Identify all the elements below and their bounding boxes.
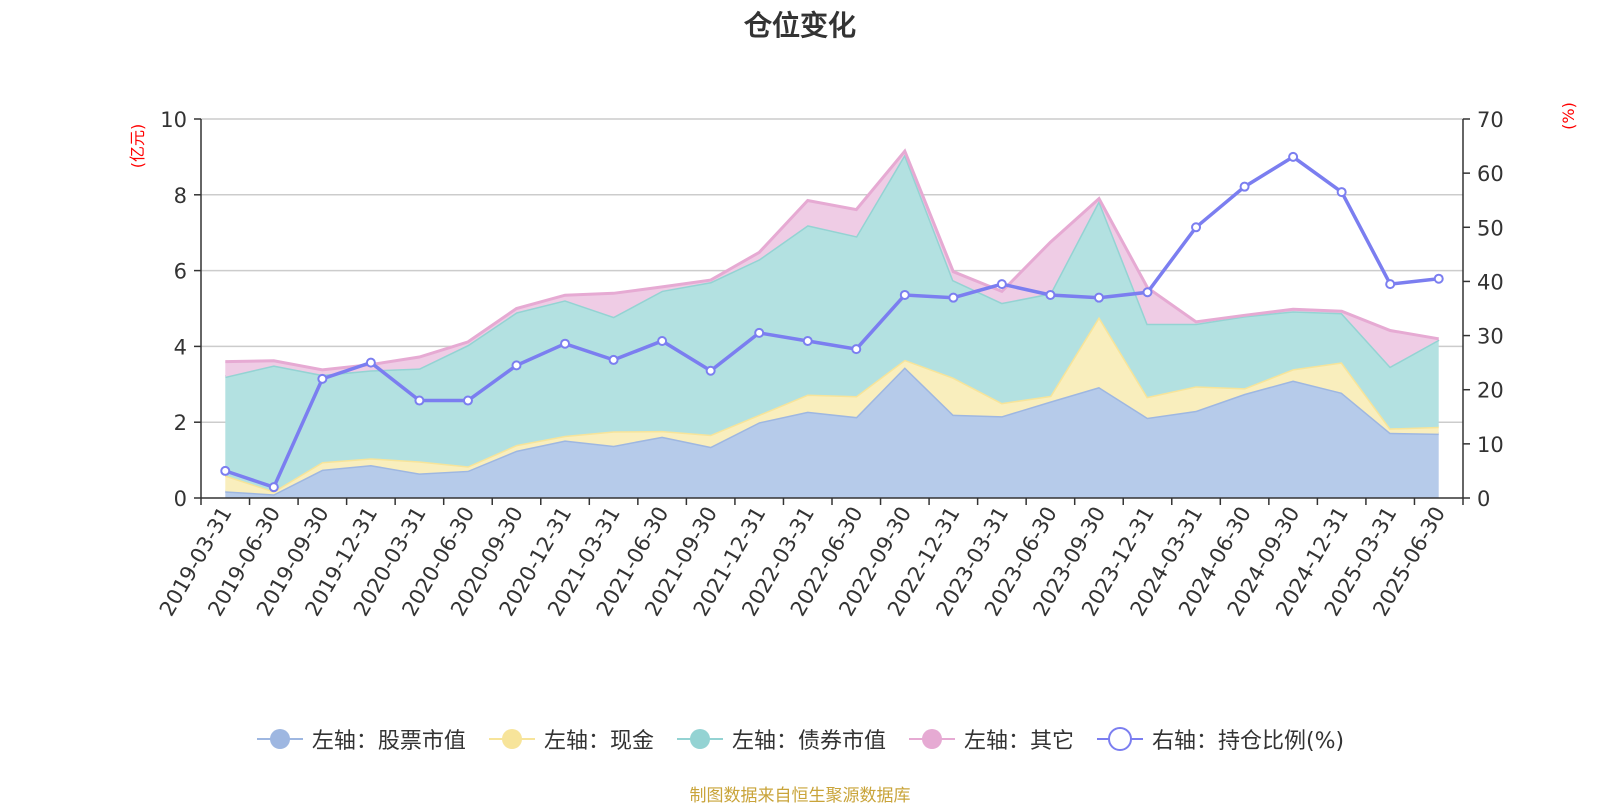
left-axis-tick-label: 4	[174, 335, 187, 359]
left-axis-unit: (亿元)	[128, 124, 147, 169]
legend-ratio-label: 右轴：持仓比例(%)	[1151, 729, 1345, 754]
ratio-point	[899, 289, 910, 300]
right-axis-tick-label: 50	[1477, 216, 1504, 240]
ratio-point	[268, 482, 279, 493]
ratio-point	[220, 465, 231, 476]
legend-item-bond[interactable]: 左轴：债券市值	[676, 723, 886, 755]
right-axis-tick-label: 30	[1477, 325, 1504, 349]
ratio-point	[1045, 289, 1056, 300]
legend-cash-marker-icon	[488, 729, 535, 749]
legend-stock-marker-icon	[256, 729, 303, 749]
area-2	[225, 154, 1439, 492]
right-axis-tick-label: 0	[1477, 487, 1490, 511]
legend: 左轴：股票市值 左轴：现金 左轴：债券市值 左轴：其它 右轴：持仓比例(%)	[0, 723, 1600, 755]
legend-item-stock[interactable]: 左轴：股票市值	[256, 723, 466, 755]
left-axis-tick-label: 8	[174, 184, 187, 208]
legend-cash-label: 左轴：现金	[543, 729, 654, 754]
ratio-point	[1433, 273, 1444, 284]
ratio-point	[365, 357, 376, 368]
ratio-point	[657, 335, 668, 346]
left-axis-tick-label: 10	[160, 108, 187, 132]
legend-bond-circle	[689, 729, 710, 749]
right-axis-tick-label: 60	[1477, 162, 1504, 186]
ratio-point	[705, 365, 716, 376]
ratio-point	[754, 327, 765, 338]
area-edge-3	[225, 148, 1439, 372]
right-axis-tick-label: 20	[1477, 379, 1504, 403]
legend-bond-marker-icon	[676, 729, 723, 749]
legend-other-marker-icon	[908, 729, 955, 749]
right-axis-tick-label: 40	[1477, 270, 1504, 294]
ratio-point	[1142, 287, 1153, 298]
ratio-point	[1385, 279, 1396, 290]
ratio-point	[1093, 292, 1104, 303]
stacked-areas	[224, 148, 1440, 498]
right-axis-unit: (%)	[1559, 102, 1578, 130]
right-axis-tick-label: 70	[1477, 108, 1504, 132]
ratio-point	[851, 344, 862, 355]
legend-item-ratio[interactable]: 右轴：持仓比例(%)	[1096, 723, 1344, 755]
legend-item-other[interactable]: 左轴：其它	[908, 723, 1074, 755]
ratio-line-path	[224, 154, 1439, 490]
ratio-point	[560, 338, 571, 349]
ratio-point	[608, 354, 619, 365]
legend-cash-circle	[501, 729, 522, 749]
legend-other-circle	[921, 729, 942, 749]
legend-other-label: 左轴：其它	[963, 729, 1074, 754]
ratio-point	[1336, 187, 1347, 198]
area-0	[225, 367, 1439, 498]
ratio-point	[414, 395, 425, 406]
legend-ratio-marker-icon	[1096, 727, 1143, 751]
ratio-point	[996, 279, 1007, 290]
ratio-point	[802, 335, 813, 346]
legend-stock-circle	[269, 729, 290, 749]
legend-ratio-circle	[1107, 727, 1132, 751]
ratio-point	[1288, 151, 1299, 162]
ratio-point	[948, 292, 959, 303]
left-axis-tick-label: 0	[174, 487, 187, 511]
right-axis-tick-label: 10	[1477, 433, 1504, 457]
ratio-point	[1191, 222, 1202, 233]
legend-stock-label: 左轴：股票市值	[311, 729, 466, 754]
ratio-line	[220, 151, 1444, 493]
legend-item-cash[interactable]: 左轴：现金	[488, 723, 654, 755]
ratio-point	[511, 360, 522, 371]
legend-bond-label: 左轴：债券市值	[731, 729, 886, 754]
data-source-note: 制图数据来自恒生聚源数据库	[689, 786, 911, 806]
ratio-point	[462, 395, 473, 406]
ratio-point	[317, 373, 328, 384]
left-axis-tick-label: 6	[174, 260, 187, 284]
ratio-point	[1239, 181, 1250, 192]
area-1	[225, 316, 1439, 495]
chart-title: 仓位变化	[743, 9, 856, 42]
left-axis-tick-label: 2	[174, 411, 187, 435]
